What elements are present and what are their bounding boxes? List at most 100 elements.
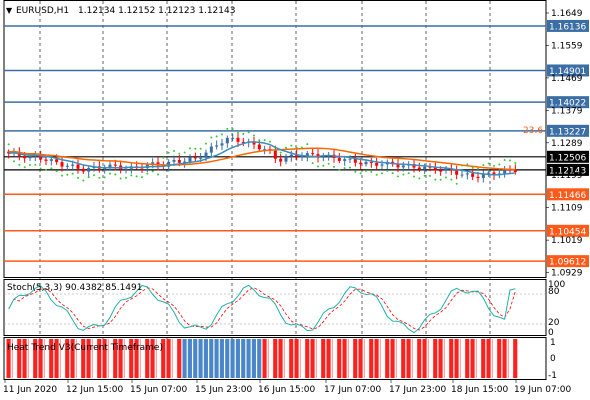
candle-body	[273, 150, 277, 159]
candle-body	[279, 158, 283, 162]
stoch-main-line	[8, 284, 516, 334]
candle-body	[220, 143, 224, 146]
trend-bar	[369, 339, 374, 378]
stoch-signal-line	[8, 287, 516, 331]
trend-bar	[241, 339, 246, 378]
trend-bar	[166, 339, 171, 378]
psar-dot	[317, 165, 319, 168]
psar-dot	[125, 176, 127, 179]
psar-dot	[461, 164, 463, 167]
candle-body	[375, 162, 379, 166]
trend-bar	[203, 339, 208, 378]
trend-bar	[278, 339, 283, 378]
trend-bar	[390, 339, 395, 378]
candle-body	[492, 172, 496, 175]
psar-dot	[514, 162, 517, 165]
candle-body	[193, 157, 197, 159]
collapse-triangle-icon[interactable]: ▼	[6, 6, 13, 15]
psar-dot	[349, 166, 351, 169]
psar-dot	[231, 127, 234, 130]
trend-bar	[65, 339, 70, 378]
psar-dot	[359, 172, 362, 175]
psar-dot	[407, 172, 410, 175]
trend-bar	[401, 339, 406, 378]
trend-bar	[86, 339, 91, 378]
psar-dot	[178, 152, 181, 155]
level-label-bg	[547, 96, 589, 109]
price-tick-label: 1.1109	[551, 204, 583, 214]
level-label: 1.11466	[549, 191, 586, 201]
level-label: 1.12143	[549, 166, 586, 176]
candle-body	[60, 162, 64, 167]
trend-bar	[406, 339, 411, 378]
trend-bar	[150, 339, 155, 378]
trend-bar	[59, 339, 61, 378]
psar-dot	[477, 167, 479, 170]
psar-dot	[151, 170, 154, 173]
candlesticks	[7, 132, 517, 183]
psar-dot	[445, 176, 447, 179]
trend-bar	[113, 339, 118, 378]
time-label: 17 Jun 23:00	[389, 385, 446, 395]
trend-bar	[497, 339, 502, 378]
trend-bar	[438, 339, 443, 378]
trend-bar	[161, 339, 166, 378]
level-label-bg	[547, 64, 589, 77]
candle-body	[231, 137, 235, 139]
trend-bar	[17, 339, 22, 378]
main-chart-frame	[3, 0, 547, 278]
trend-bar	[209, 339, 214, 378]
trend-bar	[502, 339, 507, 378]
level-label: 1.13227	[549, 127, 586, 137]
level-label: 1.09612	[549, 258, 586, 268]
candle-body	[49, 159, 53, 161]
trend-bar	[11, 339, 13, 378]
psar-dot	[50, 167, 53, 170]
psar-dot	[55, 170, 58, 173]
horizontal-levels	[4, 25, 546, 262]
trend-bar	[22, 339, 27, 378]
psar-dot	[311, 162, 314, 165]
candle-body	[380, 164, 384, 166]
psar-dot	[434, 178, 437, 181]
level-label-bg	[547, 19, 589, 32]
psar-dot	[173, 149, 175, 152]
trend-bar	[347, 339, 349, 378]
trend-bar	[326, 339, 331, 378]
stoch-level-20: 20	[548, 318, 560, 328]
trend-bar	[449, 339, 454, 378]
trend-bar	[443, 339, 445, 378]
candle-body	[204, 152, 208, 158]
trend-bar	[470, 339, 475, 378]
psar-dot	[279, 151, 282, 154]
candle-body	[369, 161, 373, 163]
trend-bar	[475, 339, 477, 378]
psar-dot	[295, 146, 298, 149]
psar-dot	[263, 139, 266, 142]
level-label-bg	[547, 163, 589, 176]
level-label: 1.12506	[549, 153, 586, 163]
trend-bar	[374, 339, 379, 378]
time-label: 12 Jun 15:00	[66, 385, 123, 395]
trend-bar	[102, 339, 107, 378]
chart-ohlc: 1.12134 1.12152 1.12123 1.12143	[78, 6, 235, 16]
psar-dot	[205, 142, 207, 145]
trend-bar	[358, 339, 363, 378]
candle-body	[321, 156, 325, 158]
psar-dot	[503, 158, 506, 161]
psar-dot	[109, 172, 111, 175]
candle-body	[252, 141, 256, 145]
trend-bar	[433, 339, 438, 378]
psar-dot	[450, 178, 453, 181]
psar-dot	[237, 131, 239, 134]
psar-dot	[71, 172, 74, 175]
psar-dot	[242, 132, 245, 135]
psar-dot	[77, 176, 79, 179]
price-axis: 1.16136 1.14901 1.14022 1.13227 1.12506 1.121…	[546, 9, 589, 279]
psar-dot	[322, 164, 325, 167]
psar-dot	[87, 176, 90, 179]
candle-body	[225, 137, 229, 144]
psar-dot	[306, 143, 309, 146]
